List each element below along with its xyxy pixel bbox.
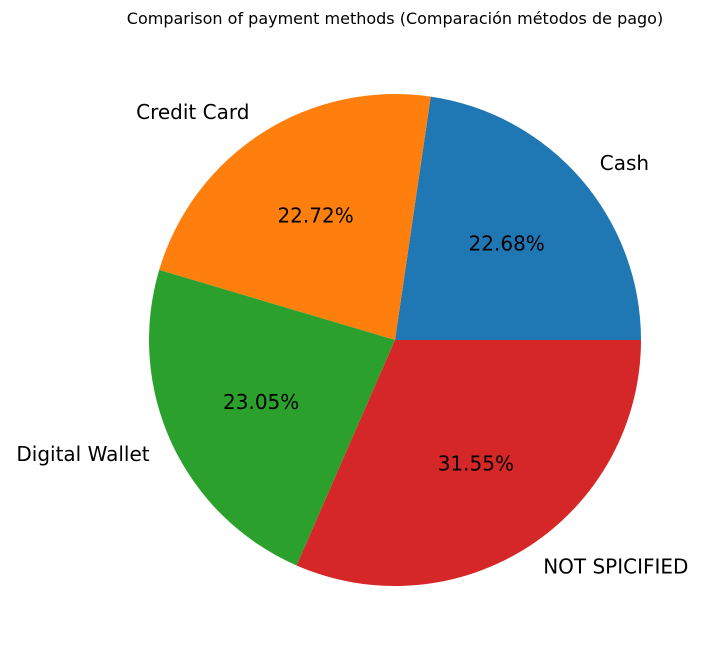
slice-percent-label: 22.72% xyxy=(277,204,353,228)
pie-labels: 22.68% Cash 22.72% Credit Card 23.05% Digital… xyxy=(16,100,688,579)
slice-percent-label: 22.68% xyxy=(469,232,545,256)
slice-category-label: Digital Wallet xyxy=(16,442,149,466)
pie-slice-cash xyxy=(395,96,641,341)
chart-title: Comparison of payment methods (Comparaci… xyxy=(127,9,663,28)
slice-percent-label: 31.55% xyxy=(438,451,514,475)
pie-slice-not-spicified xyxy=(296,340,641,586)
slice-category-label: Cash xyxy=(600,151,649,175)
pie-slice-credit-card xyxy=(159,94,431,340)
pie-slice-digital-wallet xyxy=(149,269,395,566)
slice-category-label: NOT SPICIFIED xyxy=(543,554,688,578)
slice-percent-label: 23.05% xyxy=(223,390,299,414)
pie-slices xyxy=(149,94,641,586)
slice-category-label: Credit Card xyxy=(136,100,249,124)
